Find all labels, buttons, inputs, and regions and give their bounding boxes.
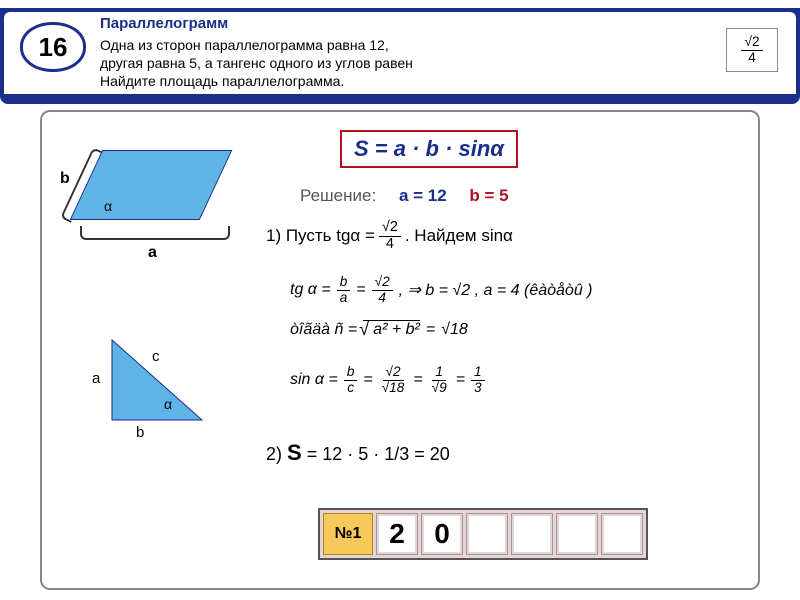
tg-frac2: √2 4 <box>372 275 393 306</box>
given-frac-num: √2 <box>741 35 762 51</box>
para-angle-label: α <box>104 198 112 214</box>
step2-num: 2) <box>266 444 287 464</box>
problem-line2: другая равна 5, а тангенс одного из угло… <box>100 54 560 72</box>
tg-derivation-line: tg α = b a = √2 4 , ⇒ b = √2 , a = 4 (êà… <box>290 275 593 306</box>
sin-lhs: sin α = <box>290 371 338 389</box>
sin-f2: √2 √18 <box>379 365 408 396</box>
hypotenuse-line: òîãäà ñ = a² + b² = √18 <box>290 320 468 339</box>
triangle-figure: a c α b <box>92 330 232 450</box>
problem-number: 16 <box>39 32 68 63</box>
given-b: b = 5 <box>469 186 508 205</box>
step1-prefix: 1) Пусть tgα = <box>266 226 375 246</box>
problem-line3: Найдите площадь параллелограмма. <box>100 72 560 90</box>
problem-line1: Одна из сторон параллелограмма равна 12, <box>100 36 560 54</box>
answer-cell-5[interactable] <box>556 513 598 555</box>
tri-label-a: a <box>92 370 100 387</box>
step1-fraction: √2 4 <box>379 220 401 253</box>
answer-row: №1 2 0 <box>318 508 648 560</box>
step1-suffix: . Найдем sinα <box>405 226 513 246</box>
answer-cell-1[interactable]: 2 <box>376 513 418 555</box>
given-a: a = 12 <box>399 186 447 205</box>
tg-tail: , ⇒ b = √2 , a = 4 (êàòåòû ) <box>399 280 593 300</box>
step2-line: 2) S = 12 · 5 · 1/3 = 20 <box>266 440 450 466</box>
para-label-b: b <box>60 170 70 188</box>
answer-label: №1 <box>323 513 373 555</box>
tg-frac1: b a <box>337 275 351 306</box>
hyp-root: a² + b² <box>363 320 420 339</box>
problem-statement: Параллелограмм Одна из сторон параллелог… <box>100 14 560 90</box>
answer-cell-4[interactable] <box>511 513 553 555</box>
bracket-a <box>80 226 230 240</box>
sin-derivation-line: sin α = b c = √2 √18 = 1 √9 = 1 3 <box>290 365 485 396</box>
parallelogram-figure: b α a <box>56 140 246 290</box>
given-value-box: √2 4 <box>726 28 778 72</box>
step1-line: 1) Пусть tgα = √2 4 . Найдем sinα <box>266 220 513 253</box>
hyp-lhs: òîãäà ñ = <box>290 321 357 339</box>
step1-frac-num: √2 <box>379 220 401 237</box>
problem-number-badge: 16 <box>20 22 86 72</box>
tri-angle-label: α <box>164 396 172 412</box>
hyp-result: √18 <box>441 321 468 339</box>
tg-lhs: tg α = <box>290 281 331 299</box>
tri-label-c: c <box>152 348 160 365</box>
area-formula-box: S = a · b · sinα <box>340 130 518 168</box>
answer-cell-3[interactable] <box>466 513 508 555</box>
answer-cell-6[interactable] <box>601 513 643 555</box>
solution-given-line: Решение: a = 12 b = 5 <box>300 186 509 206</box>
answer-cell-2[interactable]: 0 <box>421 513 463 555</box>
given-fraction: √2 4 <box>741 35 762 66</box>
step1-frac-den: 4 <box>383 237 397 253</box>
solution-label: Решение: <box>300 186 376 205</box>
step2-s: S <box>287 440 302 465</box>
sin-f4: 1 3 <box>471 365 485 396</box>
tri-label-b: b <box>136 424 144 441</box>
para-label-a: a <box>148 244 157 262</box>
sin-f3: 1 √9 <box>429 365 450 396</box>
problem-title: Параллелограмм <box>100 14 560 34</box>
step2-rest: = 12 · 5 · 1/3 = 20 <box>307 444 450 464</box>
given-frac-den: 4 <box>745 51 759 66</box>
area-formula: S = a · b · sinα <box>354 136 504 161</box>
triangle-svg <box>92 330 232 440</box>
sin-f1: b c <box>344 365 358 396</box>
